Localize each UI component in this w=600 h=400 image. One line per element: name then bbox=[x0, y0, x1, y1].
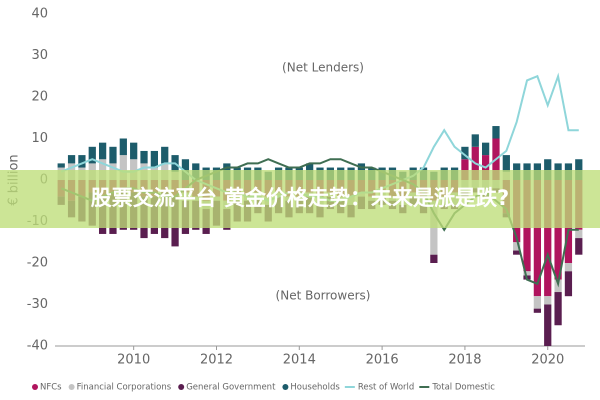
legend-label: Households bbox=[290, 383, 340, 393]
bar bbox=[575, 229, 583, 239]
x-tick-label: 2020 bbox=[531, 353, 564, 368]
x-tick-label: 2012 bbox=[200, 353, 233, 368]
bar bbox=[98, 142, 107, 160]
bar bbox=[533, 296, 542, 309]
bar bbox=[67, 155, 76, 164]
bar bbox=[513, 250, 521, 255]
bar bbox=[430, 254, 438, 263]
bar bbox=[78, 155, 86, 168]
y-tick-label: 10 bbox=[31, 131, 48, 146]
bar bbox=[119, 155, 127, 180]
y-tick-label: 40 bbox=[31, 7, 48, 22]
bar bbox=[575, 159, 583, 180]
banner-text: 股票交流平台 黄金价格走势：未来是涨是跌? bbox=[91, 186, 510, 210]
annotation: (Net Borrowers) bbox=[276, 289, 371, 303]
bar bbox=[492, 126, 500, 139]
legend-marker bbox=[32, 384, 38, 390]
legend-label: NFCs bbox=[40, 383, 62, 393]
bar bbox=[109, 146, 117, 164]
bar bbox=[130, 159, 138, 180]
bar bbox=[471, 134, 479, 147]
legend-label: General Government bbox=[186, 383, 276, 393]
legend-marker bbox=[282, 384, 289, 390]
bar bbox=[513, 242, 521, 251]
x-tick-label: 2016 bbox=[366, 353, 399, 368]
bar bbox=[523, 271, 531, 276]
bar bbox=[98, 159, 107, 180]
bar bbox=[130, 142, 138, 160]
bar bbox=[533, 308, 542, 313]
legend-label: Total Domestic bbox=[431, 383, 495, 393]
y-tick-label: 20 bbox=[31, 90, 48, 105]
legend-marker bbox=[178, 384, 185, 390]
y-tick-label: -40 bbox=[27, 339, 48, 354]
bar bbox=[119, 138, 127, 156]
bar bbox=[544, 180, 552, 297]
bar bbox=[161, 146, 169, 164]
x-tick-label: 2014 bbox=[283, 353, 316, 368]
bar bbox=[544, 304, 552, 346]
legend-label: Financial Corporations bbox=[77, 383, 172, 393]
legend-label: Rest of World bbox=[358, 383, 414, 393]
legend-marker bbox=[68, 384, 75, 390]
bar bbox=[502, 155, 510, 172]
bar bbox=[88, 146, 96, 164]
bar bbox=[564, 271, 573, 297]
bar bbox=[533, 180, 542, 297]
bar bbox=[461, 159, 469, 180]
bar bbox=[544, 296, 552, 305]
bar bbox=[544, 159, 552, 180]
annotation: (Net Lenders) bbox=[282, 61, 364, 75]
bar bbox=[57, 163, 65, 168]
bar bbox=[564, 263, 573, 272]
bar bbox=[461, 146, 469, 160]
bar bbox=[554, 292, 562, 326]
bar bbox=[575, 238, 583, 255]
bar bbox=[554, 180, 562, 280]
y-tick-label: 30 bbox=[31, 48, 48, 63]
bar bbox=[150, 150, 158, 168]
x-tick-label: 2010 bbox=[117, 353, 150, 368]
x-tick-label: 2018 bbox=[448, 353, 481, 368]
y-tick-label: -30 bbox=[27, 297, 48, 312]
bar bbox=[140, 150, 148, 164]
bar bbox=[181, 159, 190, 180]
bar bbox=[482, 142, 490, 156]
banner-bg bbox=[0, 170, 600, 228]
y-tick-label: -20 bbox=[27, 256, 48, 271]
